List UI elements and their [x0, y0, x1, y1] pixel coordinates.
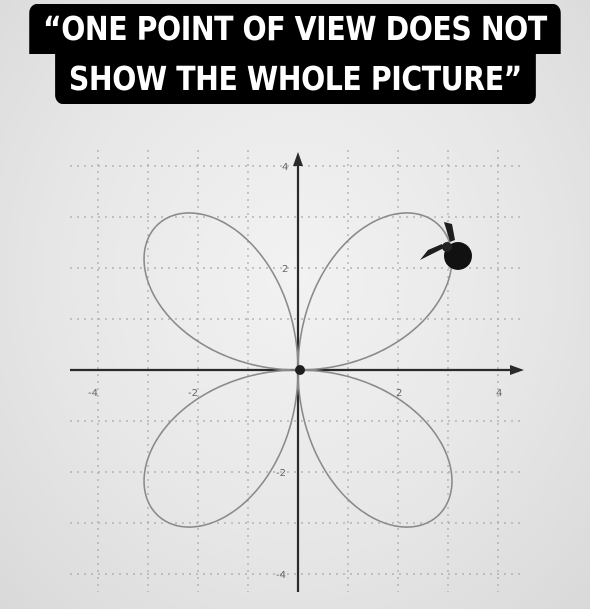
origin-point [295, 365, 305, 375]
y-tick-label: 2 [282, 264, 288, 275]
x-axis-arrow [510, 365, 524, 375]
caption-line-1: “ONE POINT OF VIEW DOES NOT [29, 4, 561, 54]
x-tick-label: -4 [88, 388, 98, 399]
y-tick-label: 4 [282, 162, 288, 173]
y-tick-label: -4 [276, 570, 286, 581]
y-axis-arrow [293, 152, 303, 166]
x-tick-label: -2 [188, 388, 198, 399]
tick-labels: -4 -2 2 4 4 2 -2 -4 [88, 162, 502, 581]
x-tick-label: 4 [496, 388, 502, 399]
x-tick-label: 2 [396, 388, 402, 399]
grid-lines [70, 150, 525, 592]
y-tick-label: -2 [276, 468, 286, 479]
caption: “ONE POINT OF VIEW DOES NOT SHOW THE WHO… [0, 0, 590, 104]
bug-icon [420, 222, 472, 270]
caption-line-2: SHOW THE WHOLE PICTURE” [54, 54, 536, 104]
